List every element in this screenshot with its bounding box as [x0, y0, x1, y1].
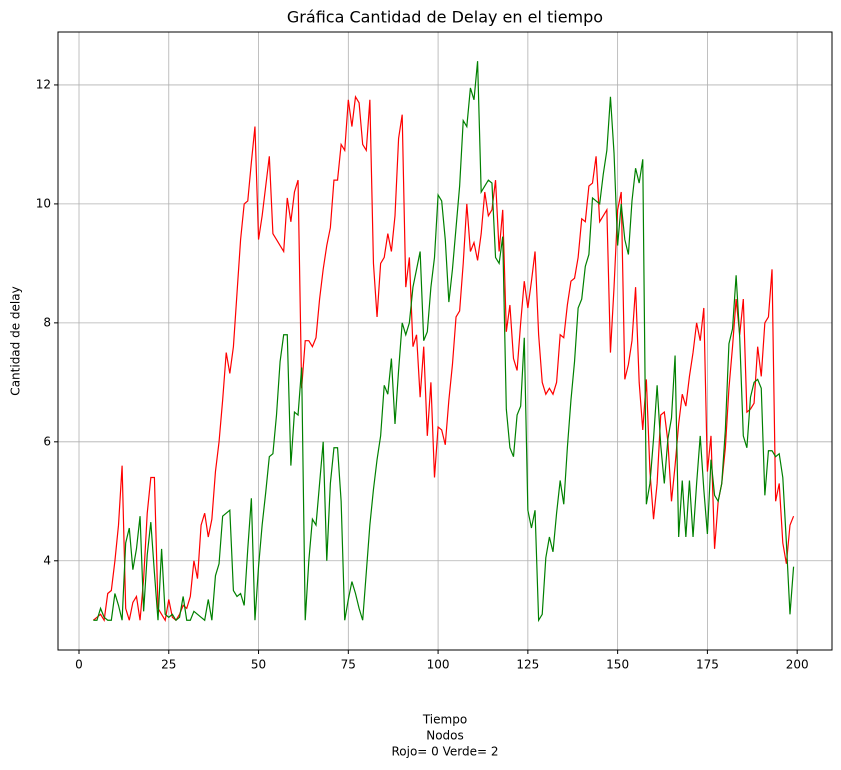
- x-tick-label: 25: [161, 658, 176, 672]
- x-axis-label: Nodos: [426, 729, 464, 743]
- y-tick-label: 10: [36, 196, 51, 210]
- data-line: [93, 61, 795, 623]
- x-tick-label: 150: [606, 658, 629, 672]
- x-tick-label: 125: [516, 658, 539, 672]
- y-tick-label: 4: [43, 553, 51, 567]
- x-tick-label: 100: [427, 658, 450, 672]
- x-tick-label: 200: [786, 658, 809, 672]
- y-tick-label: 8: [43, 315, 51, 329]
- plot-frame: [57, 31, 833, 651]
- x-tick-label: 75: [341, 658, 356, 672]
- y-tick-label: 12: [36, 77, 51, 91]
- y-axis-label: Cantidad de delay: [9, 286, 23, 395]
- chart-title: Gráfica Cantidad de Delay en el tiempo: [287, 8, 603, 27]
- x-axis-label: Tiempo: [422, 713, 467, 727]
- x-tick-label: 50: [251, 658, 266, 672]
- x-axis-label: Rojo= 0 Verde= 2: [391, 745, 498, 759]
- x-tick-label: 175: [696, 658, 719, 672]
- y-tick-label: 6: [43, 434, 51, 448]
- x-tick-label: 0: [75, 658, 83, 672]
